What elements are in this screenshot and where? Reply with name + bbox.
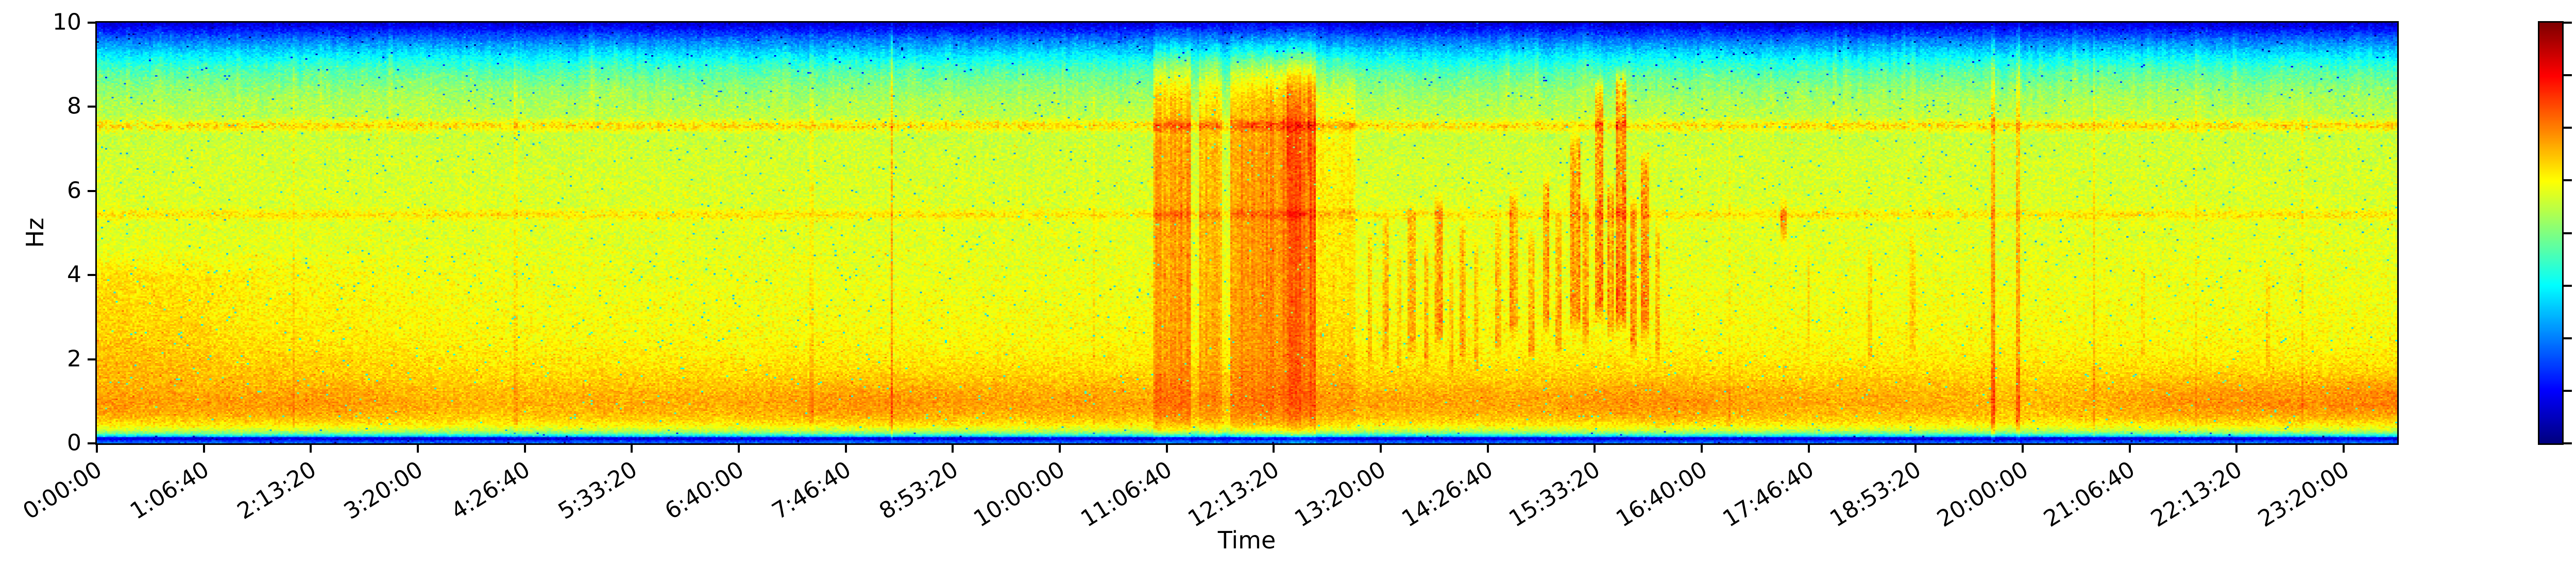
plot-border <box>95 21 2399 445</box>
x-tick-mark <box>417 445 419 453</box>
x-tick-mark <box>1594 445 1596 453</box>
colorbar-tick-mark <box>2564 442 2572 444</box>
x-tick-label: 4:26:40 <box>446 456 535 525</box>
x-tick-label: 20:00:00 <box>1932 456 2033 532</box>
y-tick-mark <box>88 22 95 24</box>
colorbar-gradient-canvas <box>2539 23 2562 443</box>
x-tick-label: 5:33:20 <box>553 456 642 525</box>
x-tick-mark <box>631 445 633 453</box>
x-tick-mark <box>2022 445 2024 453</box>
x-tick-label: 3:20:00 <box>340 456 428 525</box>
x-tick-mark <box>1273 445 1275 453</box>
x-tick-label: 15:33:20 <box>1504 456 1605 532</box>
colorbar-tick-mark <box>2564 389 2572 392</box>
x-tick-label: 23:20:00 <box>2253 456 2354 532</box>
y-tick-mark <box>88 358 95 360</box>
x-tick-label: 12:13:20 <box>1183 456 1284 532</box>
x-tick-mark <box>738 445 740 453</box>
x-tick-mark <box>1807 445 1810 453</box>
x-tick-label: 22:13:20 <box>2146 456 2247 532</box>
x-tick-mark <box>2128 445 2131 453</box>
y-tick-mark <box>88 106 95 108</box>
spectrogram-heatmap-canvas <box>97 23 2397 443</box>
x-tick-mark <box>96 445 98 453</box>
colorbar-tick-mark <box>2564 284 2572 287</box>
x-tick-label: 16:40:00 <box>1611 456 1712 532</box>
x-tick-label: 14:26:40 <box>1397 456 1498 532</box>
colorbar-tick-mark <box>2564 337 2572 339</box>
y-tick-label: 4 <box>67 261 81 288</box>
x-tick-mark <box>2343 445 2345 453</box>
y-tick-mark <box>88 442 95 444</box>
x-tick-label: 11:06:40 <box>1076 456 1177 532</box>
x-tick-label: 13:20:00 <box>1290 456 1391 532</box>
x-tick-mark <box>1165 445 1168 453</box>
x-tick-mark <box>1380 445 1382 453</box>
x-axis-title: Time <box>1217 526 1276 554</box>
x-tick-mark <box>2235 445 2238 453</box>
y-axis-title: Hz <box>21 217 49 248</box>
x-tick-mark <box>523 445 526 453</box>
x-tick-label: 21:06:40 <box>2039 456 2140 532</box>
x-tick-mark <box>1914 445 1917 453</box>
colorbar-border <box>2538 21 2564 445</box>
x-tick-mark <box>202 445 205 453</box>
x-tick-label: 0:00:00 <box>19 456 107 525</box>
y-tick-label: 10 <box>53 9 81 36</box>
x-tick-mark <box>1486 445 1489 453</box>
colorbar-tick-mark <box>2564 127 2572 129</box>
x-tick-mark <box>952 445 954 453</box>
y-tick-label: 6 <box>67 177 81 204</box>
x-tick-label: 10:00:00 <box>969 456 1070 532</box>
colorbar-tick-mark <box>2564 232 2572 234</box>
x-tick-label: 8:53:20 <box>874 456 963 525</box>
y-tick-label: 2 <box>67 346 81 372</box>
x-tick-mark <box>844 445 847 453</box>
x-tick-label: 18:53:20 <box>1825 456 1926 532</box>
colorbar-tick-mark <box>2564 179 2572 182</box>
y-tick-label: 0 <box>67 429 81 456</box>
x-tick-label: 1:06:40 <box>125 456 214 525</box>
colorbar-tick-mark <box>2564 22 2572 24</box>
y-tick-label: 8 <box>67 93 81 119</box>
y-tick-mark <box>88 189 95 192</box>
x-tick-mark <box>1059 445 1061 453</box>
x-tick-label: 7:46:40 <box>767 456 856 525</box>
x-tick-mark <box>310 445 312 453</box>
x-tick-label: 17:46:40 <box>1718 456 1819 532</box>
x-tick-mark <box>1701 445 1703 453</box>
colorbar-tick-mark <box>2564 74 2572 77</box>
y-tick-mark <box>88 274 95 277</box>
x-tick-label: 6:40:00 <box>660 456 749 525</box>
x-tick-label: 2:13:20 <box>232 456 321 525</box>
